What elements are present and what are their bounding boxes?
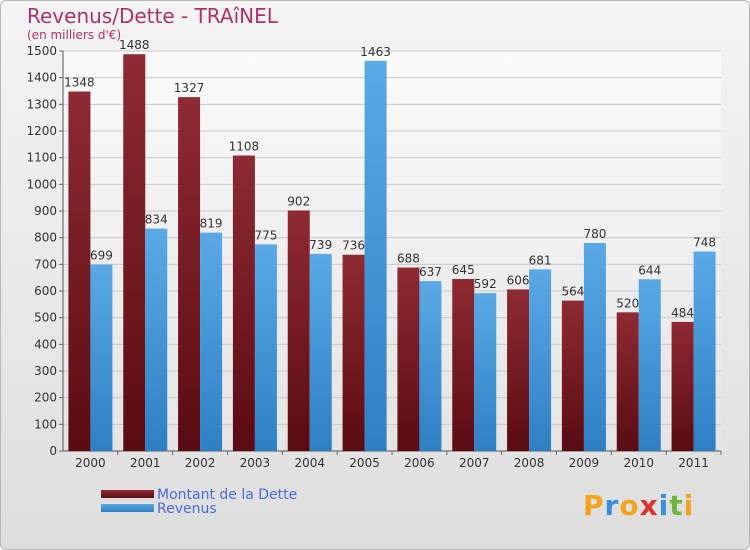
- data-label-dette-2003: 1108: [229, 140, 260, 154]
- y-tick-label: 1300: [26, 97, 57, 111]
- bar-revenus-2003: [254, 244, 277, 451]
- legend-swatch-dette: [101, 490, 154, 498]
- bar-dette-2001: [123, 54, 146, 451]
- y-tick-label: 200: [34, 391, 57, 405]
- chart-subtitle: (en milliers d'€): [27, 28, 122, 42]
- data-label-revenus-2007: 592: [474, 277, 497, 291]
- data-label-revenus-2009: 780: [583, 227, 606, 241]
- bar-revenus-2001: [145, 228, 168, 451]
- legend-label-dette: Montant de la Dette: [157, 487, 298, 503]
- x-tick-label: 2003: [240, 456, 271, 470]
- bar-dette-2008: [507, 289, 530, 451]
- y-tick-label: 1400: [26, 71, 57, 85]
- data-label-dette-2006: 688: [397, 252, 420, 266]
- data-label-dette-2002: 1327: [174, 81, 205, 95]
- bar-dette-2004: [287, 210, 310, 451]
- y-tick-label: 1100: [26, 151, 57, 165]
- proxiti-logo: Proxiti: [583, 489, 694, 522]
- data-label-dette-2005: 736: [342, 239, 365, 253]
- bar-revenus-2004: [309, 253, 332, 451]
- data-label-revenus-2011: 748: [693, 236, 716, 250]
- x-tick-label: 2010: [623, 456, 654, 470]
- legend-swatch-revenus: [101, 504, 154, 512]
- y-tick-label: 0: [49, 444, 57, 458]
- y-tick-label: 700: [34, 257, 57, 271]
- x-axis: 2000 2001 2002 2003 2004 2005 2006 2007 2008 2009…: [75, 451, 722, 470]
- data-label-revenus-2003: 775: [254, 228, 277, 242]
- x-tick-label: 2002: [185, 456, 216, 470]
- data-label-dette-2010: 520: [616, 296, 639, 310]
- bar-revenus-2006: [419, 281, 442, 451]
- data-label-revenus-2002: 819: [200, 217, 223, 231]
- y-tick-label: 300: [34, 364, 57, 378]
- bar-revenus-2000: [90, 264, 113, 451]
- x-tick-label: 2007: [459, 456, 490, 470]
- bar-revenus-2007: [474, 293, 497, 451]
- data-label-dette-2011: 484: [671, 306, 694, 320]
- logo-letter: i: [683, 489, 695, 522]
- data-label-revenus-2004: 739: [309, 238, 332, 252]
- x-tick-label: 2005: [349, 456, 380, 470]
- data-label-dette-2007: 645: [452, 263, 475, 277]
- x-tick-label: 2009: [569, 456, 600, 470]
- bar-revenus-2010: [638, 279, 661, 451]
- logo-letter: r: [604, 489, 620, 522]
- grid-lines: [63, 50, 721, 452]
- data-labels: 1348 699 1488 834 1327 819 1108 775 902 739 736 146…: [64, 38, 716, 320]
- data-label-dette-2004: 902: [287, 194, 310, 208]
- data-label-dette-2000: 1348: [64, 76, 95, 90]
- logo-letter: x: [639, 489, 659, 522]
- bar-dette-2000: [68, 91, 91, 452]
- bar-revenus-2009: [583, 243, 606, 451]
- chart-title: Revenus/Dette - TRAîNEL: [27, 4, 278, 28]
- data-label-dette-2009: 564: [561, 285, 584, 299]
- bar-dette-2006: [397, 267, 420, 451]
- bar-dette-2003: [232, 155, 255, 452]
- bar-dette-2009: [561, 300, 584, 451]
- x-tick-label: 2004: [294, 456, 325, 470]
- y-tick-label: 800: [34, 231, 57, 245]
- bar-dette-2007: [452, 279, 475, 451]
- logo-letter: t: [669, 489, 684, 522]
- data-label-dette-2008: 606: [507, 273, 530, 287]
- y-tick-label: 1000: [26, 177, 57, 191]
- y-tick-label: 100: [34, 417, 57, 431]
- x-tick-label: 2008: [514, 456, 545, 470]
- y-tick-label: 900: [34, 204, 57, 218]
- bar-dette-2005: [342, 254, 365, 451]
- x-tick-label: 2000: [75, 456, 106, 470]
- bar-dette-2010: [616, 312, 639, 451]
- y-tick-label: 1500: [26, 44, 57, 58]
- data-label-revenus-2000: 699: [90, 249, 113, 263]
- x-tick-label: 2011: [678, 456, 709, 470]
- x-tick-label: 2006: [404, 456, 435, 470]
- bar-revenus-2008: [529, 269, 552, 451]
- y-tick-label: 500: [34, 311, 57, 325]
- bar-dette-2002: [178, 97, 201, 451]
- data-label-revenus-2010: 644: [638, 263, 661, 277]
- bar-revenus-2002: [200, 232, 223, 451]
- data-label-revenus-2005: 1463: [360, 45, 391, 59]
- plot-area: [63, 51, 721, 451]
- bars: [68, 54, 716, 452]
- logo-letter: i: [658, 489, 670, 522]
- bar-revenus-2005: [364, 60, 387, 451]
- legend-label-revenus: Revenus: [157, 501, 217, 517]
- y-tick-label: 600: [34, 284, 57, 298]
- y-axis: 0 100 200 300 400 500 600 700 800 900 1000 1100 1200…: [26, 44, 721, 458]
- data-label-dette-2001: 1488: [119, 38, 150, 52]
- logo-letter: o: [619, 489, 640, 522]
- bar-dette-2011: [671, 321, 694, 451]
- bar-revenus-2011: [693, 251, 716, 451]
- y-tick-label: 400: [34, 337, 57, 351]
- y-tick-label: 1200: [26, 124, 57, 138]
- logo-letter: P: [583, 489, 605, 522]
- x-tick-label: 2001: [130, 456, 161, 470]
- data-label-revenus-2006: 637: [419, 265, 442, 279]
- data-label-revenus-2001: 834: [145, 213, 168, 227]
- data-label-revenus-2008: 681: [529, 253, 552, 267]
